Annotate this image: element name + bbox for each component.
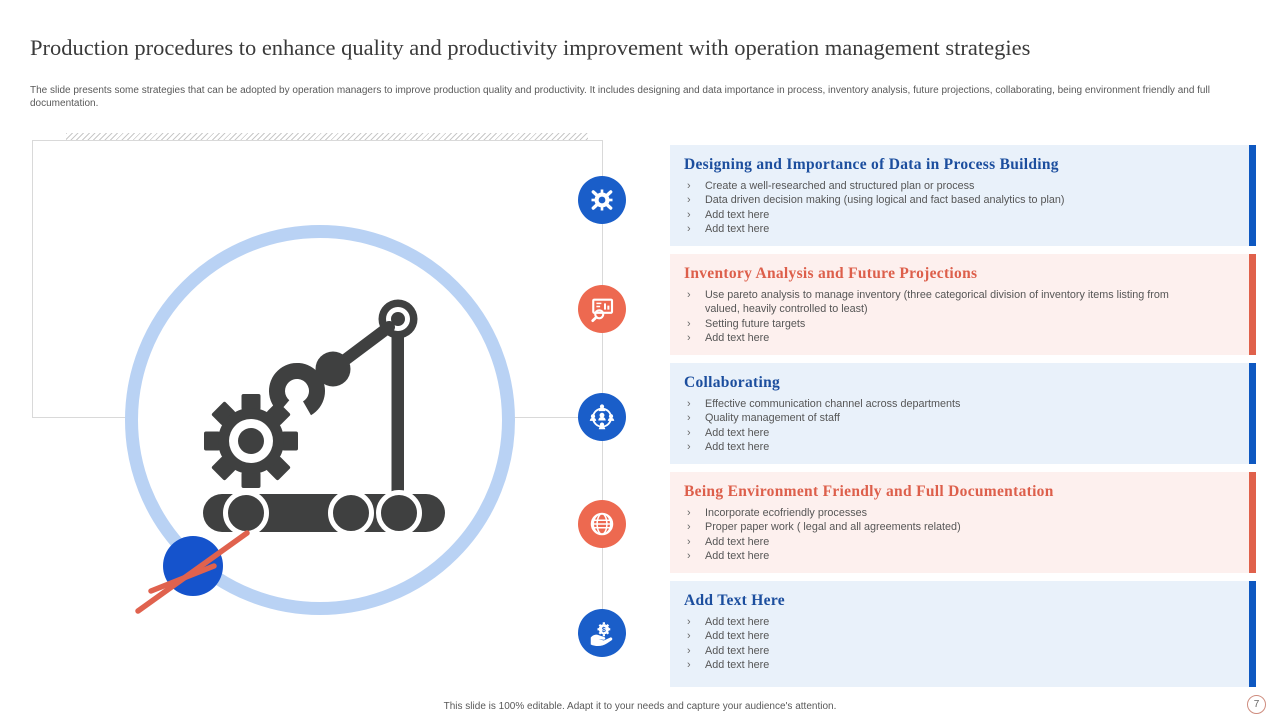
bullet-item: › Incorporate ecofriendly processes [684,506,1186,520]
design-gear-pencil-icon [578,176,626,224]
bullet-item: › Use pareto analysis to manage inventory… [684,288,1186,317]
bullet-marker: › [687,289,691,301]
bullet-item: › Add text here [684,658,1186,672]
bullet-marker: › [687,630,691,643]
bullet-item: › Create a well-researched and structured… [684,179,1186,193]
coral-slash-lines [135,530,250,614]
bullet-marker: › [687,616,691,628]
bullet-text: Add text here [705,222,770,235]
bullet-item: › Add text here [684,222,1186,236]
bullet-item: › Add text here [684,615,1186,629]
bullet-marker: › [687,644,691,657]
bullet-item: › Add text here [684,549,1186,563]
bullet-text: Add text here [705,535,770,548]
robotic-arm-illustration [125,225,515,615]
bullet-item: › Add text here [684,440,1186,454]
bullet-text: Add text here [705,616,770,628]
bullet-marker: › [687,549,691,562]
bullet-item: › Add text here [684,331,1186,345]
card-accent-bar [1249,581,1256,687]
strategy-cards: Designing and Importance of Data in Proc… [670,145,1256,687]
bullet-text: Add text here [705,658,770,671]
hatch-border-strip [66,133,588,141]
bullet-marker: › [687,658,691,671]
timeline-connector-line [602,140,603,634]
globe-icon [578,500,626,548]
bullet-marker: › [687,535,691,548]
bullet-item: › Add text here [684,644,1186,658]
collaboration-people-network-icon [578,393,626,441]
card-bullet-list: › Incorporate ecofriendly processes › Prop… [684,506,1186,563]
card-title: Add Text Here [684,592,785,609]
bullet-text: Add text here [705,630,770,643]
bullet-marker: › [687,180,691,192]
bullet-item: › Add text here [684,535,1186,549]
bullet-text: Setting future targets [705,317,806,330]
robot-arm-icon [203,299,445,536]
bullet-text: Proper paper work ( legal and all agreem… [705,521,961,534]
bullet-marker: › [687,440,691,453]
bullet-text: Incorporate ecofriendly processes [705,507,868,519]
bullet-item: › Setting future targets [684,317,1186,331]
bullet-text: Add text here [705,549,770,562]
analysis-presentation-magnifier-icon [578,285,626,333]
card-bullet-list: › Use pareto analysis to manage inventory… [684,288,1186,345]
bullet-marker: › [687,521,691,534]
bullet-item: › Add text here [684,629,1186,643]
bullet-marker: › [687,317,691,330]
bullet-text: Quality management of staff [705,412,840,425]
card-bullet-list: › Create a well-researched and structured… [684,179,1186,236]
card-accent-bar [1249,145,1256,246]
card-collaborating: Collaborating › Effective communication c… [670,363,1256,464]
bullet-text: Add text here [705,331,770,344]
bullet-marker: › [687,507,691,519]
bullet-marker: › [687,412,691,425]
bullet-text: Add text here [705,208,770,221]
bullet-text: Add text here [705,440,770,453]
bullet-marker: › [687,426,691,439]
card-title: Collaborating [684,374,781,391]
bullet-item: › Add text here [684,208,1186,222]
svg-text:$: $ [602,627,606,634]
bullet-text: Effective communication channel across d… [705,398,961,410]
bullet-item: › Add text here [684,426,1186,440]
card-bullet-list: › Effective communication channel across … [684,397,1186,454]
bullet-text: Add text here [705,426,770,439]
page-title: Production procedures to enhance quality… [30,35,1031,60]
card-title: Inventory Analysis and Future Projection… [684,265,978,282]
card-inventory-analysis: Inventory Analysis and Future Projection… [670,254,1256,355]
frame-left-line [32,140,33,417]
card-add-text-here: Add Text Here › Add text here › Add text h… [670,581,1256,687]
frame-top-line [32,140,602,141]
bullet-item: › Quality management of staff [684,411,1186,425]
bullet-text: Use pareto analysis to manage inventory … [705,289,1169,316]
bullet-marker: › [687,222,691,235]
card-accent-bar [1249,363,1256,464]
bullet-marker: › [687,398,691,410]
bullet-item: › Proper paper work ( legal and all agree… [684,520,1186,534]
card-bullet-list: › Add text here › Add text here › Add text … [684,615,1186,672]
bullet-marker: › [687,331,691,344]
page-number-badge: 7 [1247,695,1266,714]
card-designing-data: Designing and Importance of Data in Proc… [670,145,1256,246]
slide-description: The slide presents some strategies that … [30,85,1210,109]
bullet-text: Data driven decision making (using logic… [705,194,1065,207]
card-title: Being Environment Friendly and Full Docu… [684,483,1054,500]
hand-gear-dollar-icon: $ [578,609,626,657]
footer-note: This slide is 100% editable. Adapt it to… [443,701,837,712]
card-accent-bar [1249,254,1256,355]
card-title: Designing and Importance of Data in Proc… [684,156,1059,173]
bullet-marker: › [687,208,691,221]
bullet-text: Add text here [705,644,770,657]
bullet-item: › Data driven decision making (using logi… [684,193,1186,207]
card-accent-bar [1249,472,1256,573]
bullet-marker: › [687,194,691,207]
bullet-text: Create a well-researched and structured … [705,180,975,192]
bullet-item: › Effective communication channel across … [684,397,1186,411]
card-environment-documentation: Being Environment Friendly and Full Docu… [670,472,1256,573]
